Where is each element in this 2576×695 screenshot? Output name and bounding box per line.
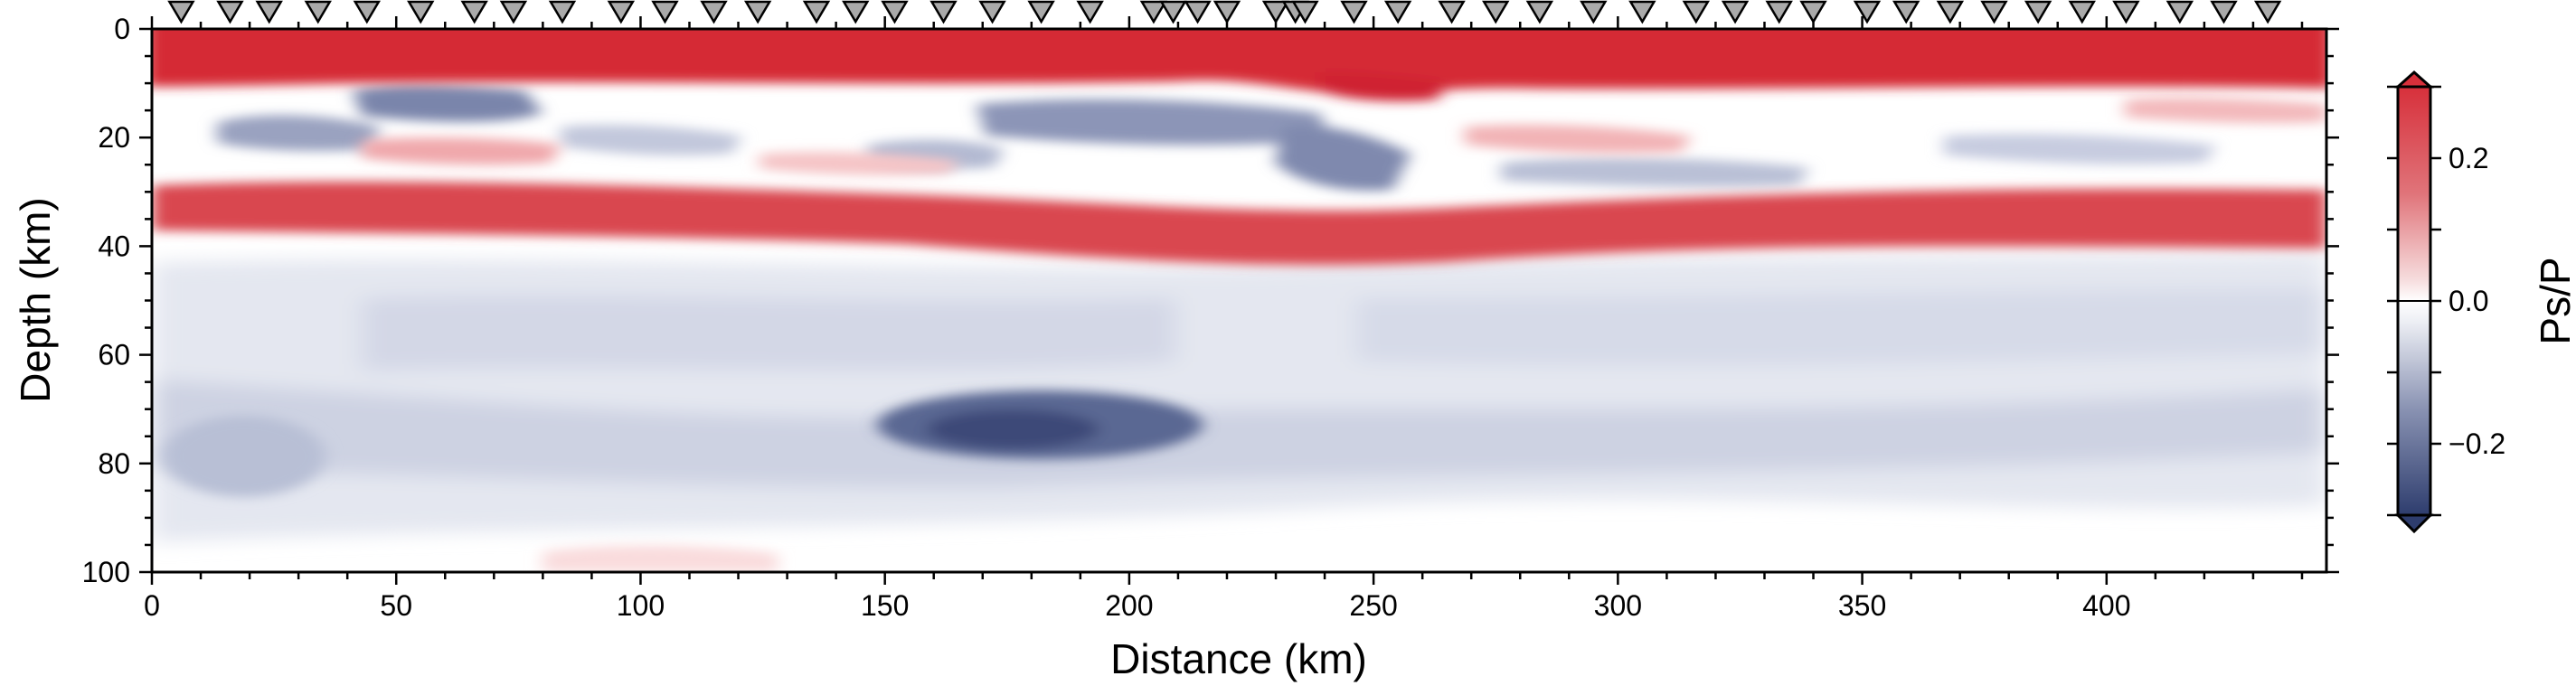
station-marker (2210, 0, 2238, 24)
upper-crust-negative-3 (977, 99, 1329, 146)
colorbar-top-triangle (2394, 70, 2434, 89)
station-marker (1721, 0, 1750, 24)
upper-crust-positive-3 (760, 151, 958, 175)
mantle-negative-band-2 (362, 296, 1175, 371)
station-marker (1525, 0, 1554, 24)
station-marker (1682, 0, 1711, 24)
upper-crust-negative-8 (561, 125, 741, 156)
deep-negative-core (927, 409, 1099, 449)
surface-layer (152, 29, 2326, 95)
west-negative-blob (163, 416, 326, 497)
y-tick-label: 60 (98, 339, 130, 371)
station-marker (1139, 0, 1168, 24)
station-marker (2253, 0, 2282, 24)
x-tick-label: 100 (617, 589, 665, 622)
station-marker (2166, 0, 2194, 24)
x-tick-label: 350 (1838, 589, 1886, 622)
station-marker (2024, 0, 2052, 24)
station-marker (1213, 0, 1241, 24)
mantle-negative-band-1 (152, 380, 2326, 488)
surface-layer-dip (1320, 71, 1447, 101)
station-marker (2068, 0, 2096, 24)
station-marker (1340, 0, 1368, 24)
station-marker (1853, 0, 1882, 24)
station-marker (1799, 0, 1827, 24)
station-marker (978, 0, 1006, 24)
upper-crust-negative-4 (1275, 126, 1411, 191)
station-marker (167, 0, 195, 24)
y-axis: 0 20 40 60 80 100 (82, 13, 2339, 588)
x-axis: 0 50 100 150 200 250 300 350 400 (144, 16, 2304, 622)
station-marker (1076, 0, 1104, 24)
x-tick-label: 150 (861, 589, 909, 622)
station-marker (1184, 0, 1212, 24)
y-tick-label: 80 (98, 447, 130, 480)
deep-positive-hint (543, 545, 778, 572)
station-marker (743, 0, 772, 24)
station-marker (1438, 0, 1466, 24)
heatmap-field (152, 29, 2326, 572)
x-tick-label: 250 (1349, 589, 1397, 622)
upper-crust-negative-7 (1944, 134, 2215, 165)
station-marker (1291, 0, 1319, 24)
station-marker (802, 0, 831, 24)
station-marker (881, 0, 909, 24)
y-tick-label: 0 (114, 13, 130, 45)
station-marker (255, 0, 283, 24)
station-marker (929, 0, 958, 24)
x-tick-label: 200 (1105, 589, 1153, 622)
station-marker (353, 0, 381, 24)
station-marker (1027, 0, 1055, 24)
station-markers (167, 0, 2282, 24)
station-marker (499, 0, 528, 24)
y-tick-label: 40 (98, 230, 130, 262)
station-marker (304, 0, 332, 24)
colorbar-tick-label: 0.2 (2449, 142, 2488, 174)
station-marker (216, 0, 244, 24)
upper-crust-negative-2 (217, 115, 380, 152)
upper-crust-negative-6 (1501, 157, 1808, 188)
x-tick-label: 0 (144, 589, 160, 622)
station-marker (1580, 0, 1608, 24)
station-marker (700, 0, 728, 24)
station-marker (460, 0, 488, 24)
station-marker (1628, 0, 1656, 24)
station-marker (1261, 0, 1290, 24)
y-tick-label: 20 (98, 121, 130, 154)
colorbar-label: Ps/P (2532, 257, 2576, 344)
station-marker (607, 0, 636, 24)
station-marker (1980, 0, 2008, 24)
x-tick-label: 50 (380, 589, 412, 622)
upper-crust-positive-4 (2125, 97, 2326, 124)
x-tick-label: 400 (2082, 589, 2130, 622)
station-marker (1765, 0, 1793, 24)
upper-crust-positive-2 (1465, 125, 1691, 154)
moho-band (152, 181, 2326, 266)
station-marker (1159, 0, 1187, 24)
x-tick-label: 300 (1594, 589, 1642, 622)
station-marker (407, 0, 435, 24)
station-marker (1892, 0, 1920, 24)
station-marker (2112, 0, 2140, 24)
upper-crust-negative-1 (353, 85, 543, 122)
y-tick-label: 100 (82, 556, 130, 588)
mantle-negative-band-3 (1356, 289, 2326, 366)
station-marker (1482, 0, 1510, 24)
colorbar-ticks: 0.2 0.0 −0.2 (2387, 85, 2505, 517)
upper-crust-positive-1 (362, 137, 561, 165)
colorbar-tick-label: 0.0 (2449, 285, 2488, 317)
colorbar-tick-label: −0.2 (2449, 427, 2505, 460)
x-axis-label: Distance (km) (1110, 635, 1367, 682)
y-axis-label: Depth (km) (12, 197, 59, 402)
colorbar: 0.2 0.0 −0.2 Ps/P (2387, 70, 2576, 534)
station-marker (651, 0, 679, 24)
colorbar-bottom-triangle (2394, 513, 2434, 534)
station-marker (1383, 0, 1412, 24)
station-marker (1936, 0, 1965, 24)
station-marker (842, 0, 870, 24)
station-marker (548, 0, 577, 24)
